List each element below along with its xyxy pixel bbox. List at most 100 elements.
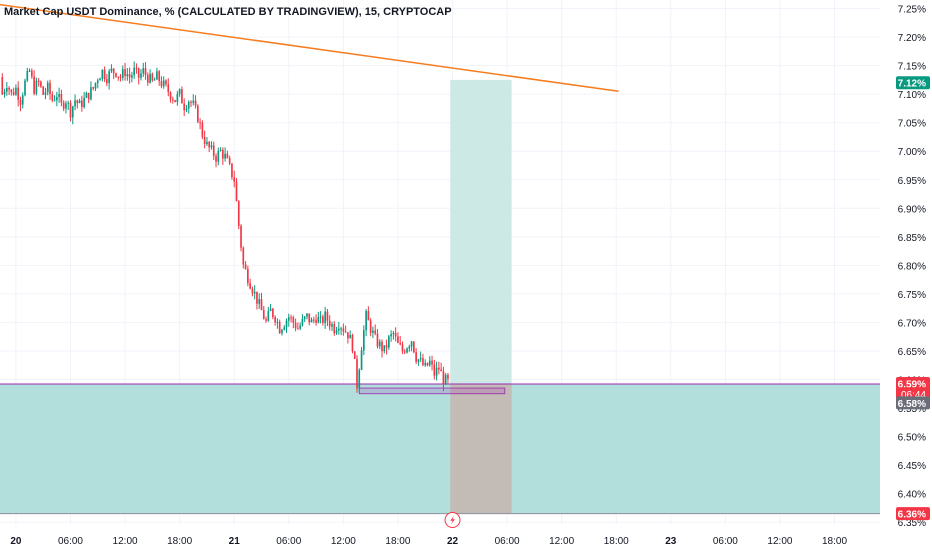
y-tick-label: 7.00% — [898, 147, 926, 158]
candle — [83, 97, 85, 108]
x-tick-label: 12:00 — [331, 536, 356, 547]
x-tick-label: 06:00 — [495, 536, 520, 547]
candle — [410, 341, 413, 347]
candle — [219, 149, 222, 152]
candle — [317, 317, 320, 323]
candle — [19, 99, 22, 105]
price-marker-label: 06:44 — [901, 390, 926, 401]
candle — [160, 81, 163, 87]
price-marker-label: 6.36% — [898, 510, 926, 521]
candle — [408, 346, 411, 349]
candle — [99, 78, 101, 81]
candle — [283, 327, 286, 330]
candle — [56, 97, 58, 101]
candle — [262, 310, 265, 320]
candle — [115, 73, 117, 77]
candle — [126, 74, 129, 77]
candle — [272, 308, 274, 318]
candle — [247, 269, 249, 284]
y-tick-label: 7.15% — [898, 62, 926, 73]
candle — [394, 333, 397, 337]
candle — [69, 102, 72, 118]
candle — [15, 87, 17, 95]
candle — [328, 320, 331, 327]
candle — [233, 177, 236, 182]
candle — [253, 291, 256, 294]
candle — [135, 67, 138, 69]
candle — [301, 318, 304, 326]
candle — [235, 181, 238, 202]
candle — [87, 92, 90, 100]
candle — [362, 330, 365, 351]
candle — [244, 264, 247, 270]
x-tick-label: 18:00 — [385, 536, 410, 547]
candle — [372, 330, 374, 333]
candle — [44, 92, 47, 95]
candle — [297, 328, 299, 330]
y-tick-label: 6.50% — [898, 433, 926, 444]
candle — [290, 317, 292, 319]
y-tick-label: 6.55% — [898, 404, 926, 415]
candle — [206, 141, 208, 145]
candle — [376, 333, 379, 347]
candle — [381, 341, 383, 352]
candle — [258, 299, 261, 304]
candle — [438, 367, 440, 370]
candle — [231, 163, 233, 178]
candle — [101, 69, 104, 79]
price-marker — [896, 376, 930, 390]
y-tick-label: 7.20% — [898, 33, 926, 44]
chart-title: Market Cap USDT Dominance, % (CALCULATED… — [4, 6, 452, 18]
candle — [431, 360, 433, 365]
candle — [392, 333, 395, 335]
candle — [442, 371, 445, 385]
price-marker-label: 6.58% — [898, 399, 926, 410]
price-marker-label: 6.59% — [898, 379, 926, 390]
y-tick-label: 6.75% — [898, 290, 926, 301]
candle — [28, 70, 31, 72]
y-tick-label: 6.40% — [898, 490, 926, 501]
candle — [53, 100, 56, 102]
x-tick-label: 21 — [229, 536, 241, 547]
candle — [92, 87, 95, 89]
candle — [369, 320, 372, 333]
candle — [347, 332, 349, 339]
candle — [17, 87, 20, 100]
candle — [440, 369, 442, 372]
candle — [426, 362, 429, 366]
candle — [42, 86, 45, 95]
candle — [196, 105, 199, 123]
candle — [310, 319, 313, 323]
candle — [422, 358, 424, 366]
candle — [181, 89, 183, 104]
candle — [335, 330, 338, 334]
candle — [49, 82, 51, 95]
candle — [74, 100, 76, 107]
x-tick-label: 12:00 — [767, 536, 792, 547]
candle — [30, 70, 33, 77]
candle — [78, 100, 81, 104]
candle — [435, 367, 438, 376]
x-tick-label: 18:00 — [604, 536, 629, 547]
candle — [285, 320, 288, 328]
candle — [333, 324, 336, 334]
candle — [401, 344, 404, 352]
candle — [203, 136, 206, 145]
candle — [58, 93, 60, 98]
candle — [156, 71, 158, 80]
candle — [103, 69, 106, 80]
stop-zone — [450, 384, 512, 514]
price-marker-label: 7.12% — [898, 79, 926, 90]
candle — [24, 80, 26, 96]
candle — [306, 313, 308, 317]
candle — [35, 80, 38, 94]
position-zone-band — [0, 384, 880, 514]
candle — [226, 153, 229, 159]
candle — [190, 101, 192, 103]
candle — [199, 122, 201, 124]
candle — [228, 158, 231, 164]
candle — [124, 69, 126, 77]
candle — [365, 311, 367, 331]
